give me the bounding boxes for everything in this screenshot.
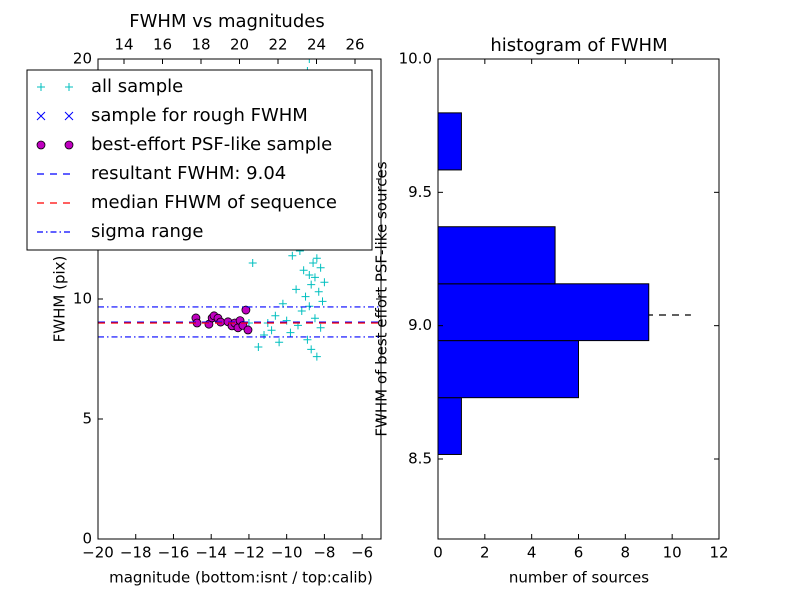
legend-marker <box>37 83 45 91</box>
x-tick-label: 8 <box>621 544 631 562</box>
legend-label: all sample <box>91 76 183 97</box>
point <box>307 345 316 354</box>
x-tick-label: 0 <box>433 544 443 562</box>
bar <box>437 283 650 342</box>
legend-label: best-effort PSF-like sample <box>91 134 332 155</box>
point <box>292 285 301 294</box>
point <box>314 287 323 296</box>
point <box>241 305 251 315</box>
point <box>297 307 306 315</box>
legend-marker <box>65 83 73 91</box>
point <box>305 271 314 279</box>
x-tick-label: 10 <box>663 544 682 562</box>
point <box>267 326 276 335</box>
point <box>271 311 280 320</box>
x-tick-label: 4 <box>527 544 537 562</box>
legend-label: sample for rough FWHM <box>91 105 308 126</box>
point <box>305 59 314 63</box>
point <box>316 323 325 332</box>
legend-label: resultant FWHM: 9.04 <box>91 163 286 184</box>
point <box>305 302 314 311</box>
point <box>243 325 253 335</box>
y-tick-label: 0 <box>82 530 92 548</box>
legend-label: median FHWM of sequence <box>91 192 337 213</box>
point <box>316 263 325 272</box>
x2-tick-label: 14 <box>114 36 133 54</box>
point <box>318 297 327 306</box>
x-tick-label: −8 <box>313 544 335 562</box>
y-tick-label: 9.0 <box>408 316 432 334</box>
x-tick-label: 6 <box>574 544 584 562</box>
point <box>301 292 310 301</box>
x-tick-label: −14 <box>195 544 227 562</box>
x2-tick-label: 24 <box>307 36 326 54</box>
x-tick-label: −18 <box>120 544 152 562</box>
point <box>275 338 284 347</box>
y-tick-label: 5 <box>82 410 92 428</box>
x-tick-label: −10 <box>271 544 303 562</box>
point <box>307 280 316 289</box>
y-tick-label: 20 <box>73 50 92 68</box>
point <box>303 335 312 344</box>
legend-label: sigma range <box>91 221 203 242</box>
point <box>320 278 329 287</box>
legend-marker <box>64 111 74 121</box>
point <box>286 328 295 337</box>
x2-tick-label: 18 <box>191 36 210 54</box>
x-tick-label: −16 <box>158 544 190 562</box>
chart-title: FWHM vs magnitudes <box>129 11 324 32</box>
point <box>310 314 319 323</box>
x-axis-label: magnitude (bottom:isnt / top:calib) <box>109 569 373 587</box>
x-tick-label: 2 <box>480 544 490 562</box>
legend-box <box>26 69 373 251</box>
bar <box>437 112 462 171</box>
bar <box>437 397 462 455</box>
x-axis-label: number of sources <box>509 569 649 587</box>
x-tick-label: 12 <box>709 544 728 562</box>
x2-tick-label: 26 <box>345 36 364 54</box>
point <box>312 352 321 361</box>
bar <box>437 340 579 399</box>
legend-marker <box>64 140 74 150</box>
legend-marker <box>36 140 46 150</box>
y-tick-label: 9.5 <box>408 183 432 201</box>
y-axis-label: FWHM (pix) <box>51 256 69 343</box>
x-tick-label: −6 <box>351 544 373 562</box>
y-tick-label: 8.5 <box>408 450 432 468</box>
point <box>312 254 321 263</box>
point <box>299 266 308 275</box>
point <box>248 259 257 267</box>
chart-title: histogram of FWHM <box>490 35 667 56</box>
x2-tick-label: 20 <box>230 36 249 54</box>
x-tick-label: −20 <box>82 544 114 562</box>
x2-tick-label: 16 <box>153 36 172 54</box>
point <box>288 251 297 260</box>
y-tick-label: 10 <box>73 290 92 308</box>
y-tick-label: 10.0 <box>399 50 432 68</box>
point <box>310 273 319 282</box>
legend-marker <box>36 111 46 121</box>
point <box>260 331 269 339</box>
x2-tick-label: 22 <box>268 36 287 54</box>
plot-area <box>98 59 381 361</box>
point <box>254 343 263 351</box>
bar <box>437 226 556 285</box>
point <box>309 259 318 267</box>
x-tick-label: −12 <box>233 544 265 562</box>
